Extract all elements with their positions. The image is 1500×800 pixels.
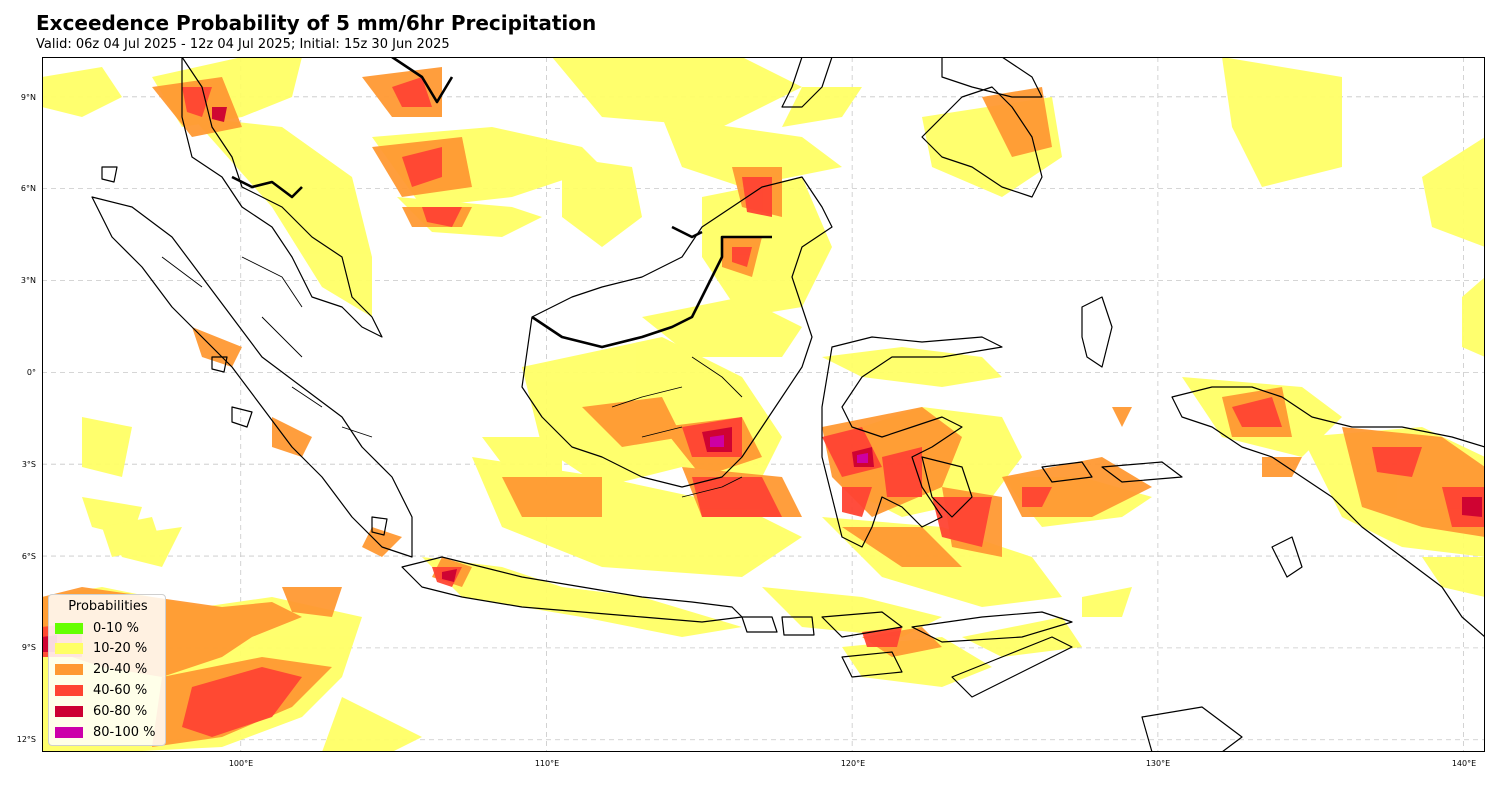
lon-tick-label: 100°E (228, 759, 254, 768)
legend: Probabilities 0-10 % 10-20 % 20-40 % 40-… (48, 594, 166, 746)
lon-tick-label: 110°E (534, 759, 560, 768)
lat-tick-label: 0° (26, 368, 36, 377)
legend-swatch (55, 705, 83, 717)
lat-tick-label: 3°N (20, 276, 36, 285)
band-80-100 (710, 435, 868, 463)
legend-label: 0-10 % (93, 620, 139, 636)
map-subtitle: Valid: 06z 04 Jul 2025 - 12z 04 Jul 2025… (36, 37, 450, 52)
legend-swatch (55, 642, 83, 654)
lon-tick-label: 140°E (1451, 759, 1477, 768)
lon-tick-label: 130°E (1145, 759, 1171, 768)
lon-tick-label: 120°E (840, 759, 866, 768)
legend-item: 80-100 % (55, 723, 156, 741)
lat-tick-label: 6°N (20, 184, 36, 193)
legend-label: 60-80 % (93, 703, 148, 719)
legend-title: Probabilities (68, 599, 148, 614)
map-title: Exceedence Probability of 5 mm/6hr Preci… (36, 11, 597, 35)
coastlines (91, 57, 1485, 752)
probability-map (42, 57, 1485, 752)
lat-tick-label: 3°S (21, 460, 36, 469)
legend-item: 60-80 % (55, 702, 147, 720)
legend-label: 80-100 % (93, 724, 156, 740)
lat-tick-label: 9°N (20, 93, 36, 102)
lat-tick-label: 12°S (16, 735, 36, 744)
legend-swatch (55, 726, 83, 738)
legend-label: 20-40 % (93, 661, 148, 677)
legend-label: 10-20 % (93, 640, 148, 656)
legend-label: 40-60 % (93, 682, 148, 698)
precip-probability-field (42, 57, 1485, 752)
legend-swatch (55, 663, 83, 675)
lat-tick-label: 9°S (21, 643, 36, 652)
country-borders (161, 57, 772, 498)
legend-item: 20-40 % (55, 660, 147, 678)
legend-swatch (55, 684, 83, 696)
legend-swatch (55, 622, 83, 634)
lat-tick-label: 6°S (21, 552, 36, 561)
legend-item: 0-10 % (55, 619, 139, 637)
legend-item: 40-60 % (55, 681, 147, 699)
legend-item: 10-20 % (55, 639, 147, 657)
map-panel (42, 57, 1485, 752)
